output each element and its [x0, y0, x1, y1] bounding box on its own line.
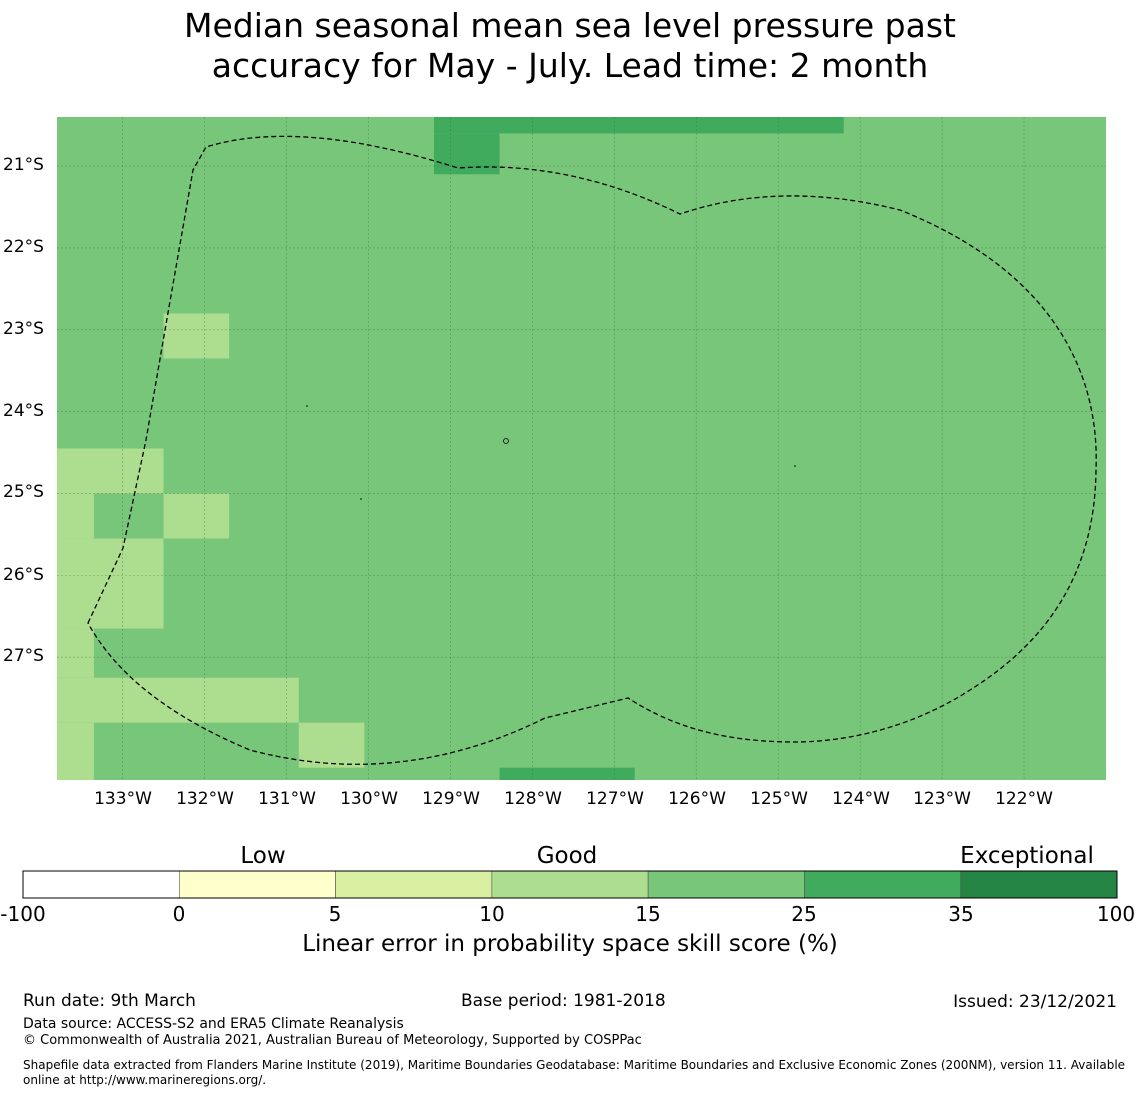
lon-label: 127°W: [586, 789, 644, 809]
eez-boundary-line: [87, 135, 1097, 765]
graticule: [57, 117, 1106, 780]
lat-label: 26°S: [3, 565, 44, 585]
island-marker: [503, 438, 509, 444]
colorbar-tick: 25: [791, 902, 817, 926]
colorbar-label: Linear error in probability space skill …: [302, 931, 838, 957]
data-source: Data source: ACCESS-S2 and ERA5 Climate …: [23, 1016, 404, 1032]
run-date: Run date: 9th March: [23, 991, 196, 1011]
skill-cell: [433, 133, 500, 175]
colorbar: [22, 870, 1118, 899]
lon-label: 122°W: [995, 789, 1053, 809]
lon-label: 128°W: [504, 789, 562, 809]
lon-label: 126°W: [668, 789, 726, 809]
colorbar-category-low: Low: [240, 843, 286, 869]
title-line-2: accuracy for May - July. Lead time: 2 mo…: [211, 46, 929, 85]
issued-date: Issued: 23/12/2021: [953, 992, 1117, 1012]
skill-cell: [57, 677, 299, 723]
colorbar-tick: 35: [948, 902, 974, 926]
colorbar-category-exceptional: Exceptional: [960, 843, 1094, 869]
colorbar-tick: 10: [479, 902, 505, 926]
colorbar-frame: [22, 870, 1118, 899]
lon-label: 123°W: [913, 789, 971, 809]
lat-label: 24°S: [3, 401, 44, 421]
island-marker: [794, 465, 796, 467]
lat-label: 23°S: [3, 319, 44, 339]
island-marker: [306, 405, 308, 407]
skill-grid-cells: [57, 117, 1106, 780]
eez-boundary: [87, 135, 1097, 765]
skill-cell: [163, 313, 230, 359]
colorbar-tick: 5: [328, 902, 342, 926]
lon-label: 124°W: [832, 789, 890, 809]
skill-cell: [57, 628, 94, 678]
colorbar-tick: -100: [0, 902, 46, 926]
copyright: © Commonwealth of Australia 2021, Austra…: [23, 1033, 642, 1048]
shapefile-credit: Shapefile data extracted from Flanders M…: [23, 1058, 1126, 1087]
lon-label: 129°W: [422, 789, 480, 809]
colorbar-bin: [22, 870, 180, 899]
colorbar-bin: [491, 870, 649, 899]
colorbar-tick: 100: [1096, 902, 1136, 926]
lat-label: 22°S: [3, 237, 44, 257]
lon-label: 130°W: [340, 789, 398, 809]
lat-label: 27°S: [3, 646, 44, 666]
lon-label: 132°W: [176, 789, 234, 809]
skill-cell: [433, 117, 844, 134]
colorbar-bin: [178, 870, 336, 899]
skill-cell: [57, 448, 164, 494]
colorbar-bin: [647, 870, 805, 899]
skill-background: [57, 117, 1106, 780]
skill-cell: [499, 767, 635, 780]
colorbar-bin: [804, 870, 962, 899]
lon-label: 131°W: [258, 789, 316, 809]
colorbar-bin: [960, 870, 1118, 899]
map-title: Median seasonal mean sea level pressure …: [0, 6, 1140, 86]
skill-cell: [298, 722, 365, 768]
lat-label: 25°S: [3, 482, 44, 502]
base-period: Base period: 1981-2018: [461, 991, 666, 1011]
skill-cell: [57, 722, 94, 780]
skill-cell: [57, 538, 164, 629]
colorbar-bin: [335, 870, 493, 899]
colorbar-tick: 15: [635, 902, 661, 926]
skill-cell: [57, 493, 94, 539]
lat-label: 21°S: [3, 155, 44, 175]
island-marker: [360, 498, 362, 500]
skill-cell: [163, 493, 230, 539]
title-line-1: Median seasonal mean sea level pressure …: [184, 6, 956, 45]
colorbar-tick: 0: [172, 902, 186, 926]
lon-label: 125°W: [750, 789, 808, 809]
colorbar-category-good: Good: [536, 843, 598, 869]
lon-label: 133°W: [94, 789, 152, 809]
